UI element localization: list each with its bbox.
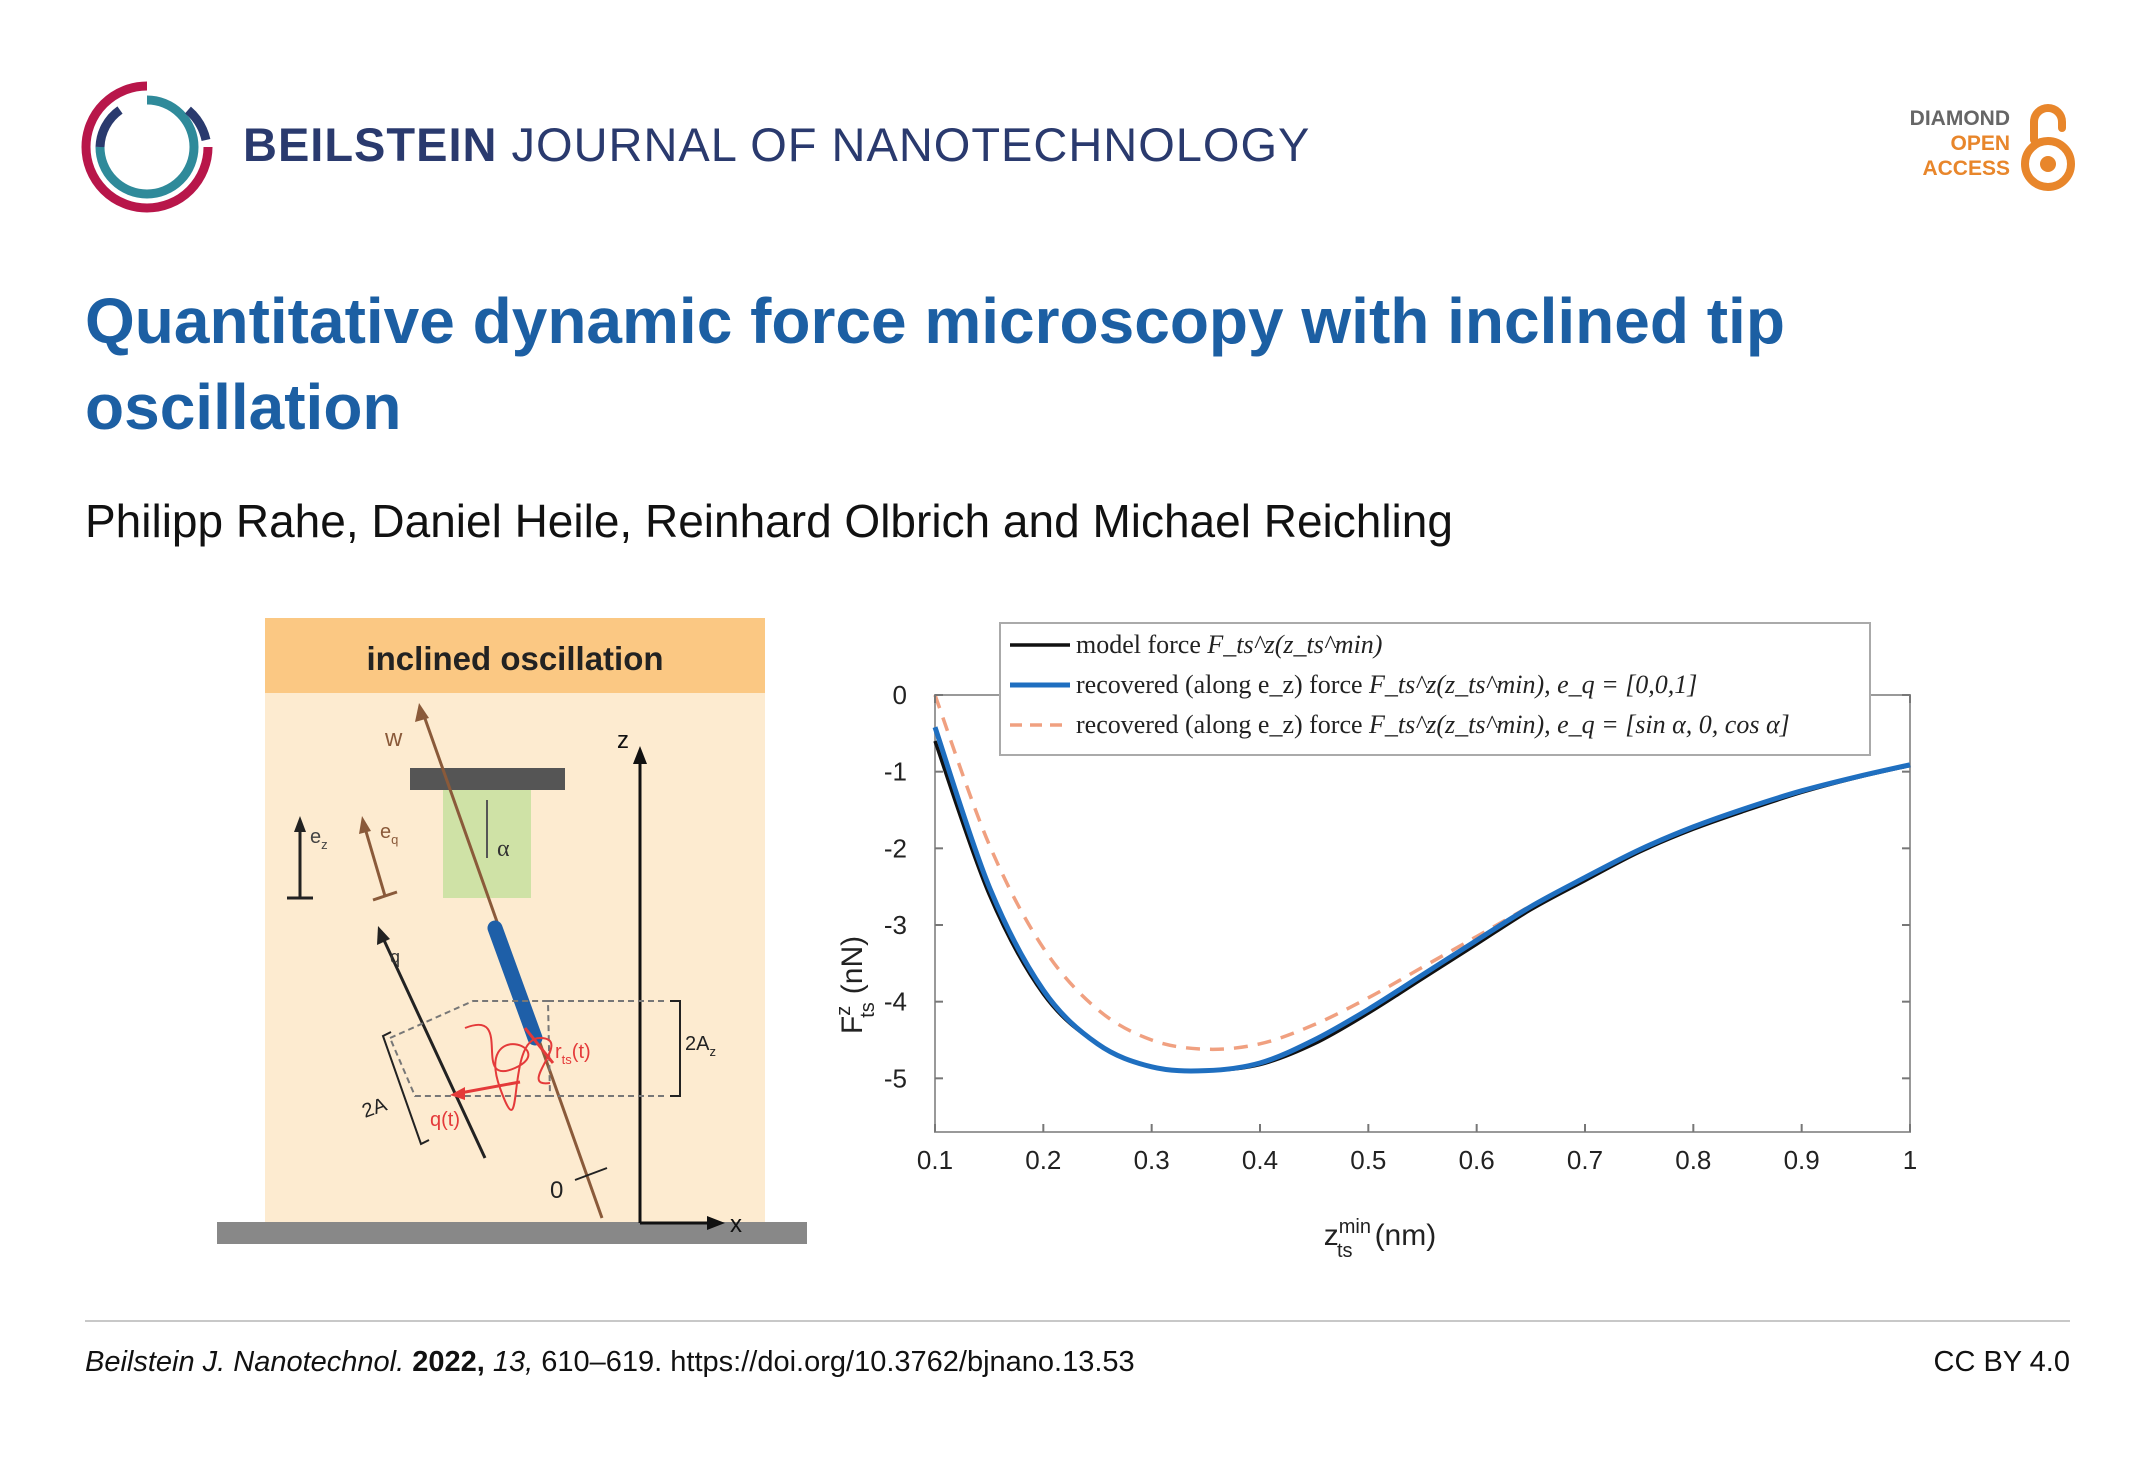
schematic-heading-bar [265,618,765,693]
eq-label: eq [380,821,398,847]
open-access-lock-icon [2021,104,2075,191]
legend-entry: recovered (along e_z) force F_ts^z(z_ts^… [1076,670,1697,699]
citation: Beilstein J. Nanotechnol. 2022, 13, 610–… [85,1346,1135,1379]
journal-name-bold: BEILSTEIN [243,118,498,171]
cantilever [410,768,565,790]
x-axis-label: zmin ts (nm) [1324,1216,1436,1262]
inclined-oscillation-schematic: inclined oscillation α w z x ez eq q 2Az… [217,618,807,1244]
x-tick-label: 0.8 [1675,1145,1711,1175]
x-tick-label: 0.2 [1025,1145,1061,1175]
x-axis-label: x [730,1211,742,1238]
y-tick-label: -2 [884,833,907,863]
y-tick-label: -4 [884,987,907,1017]
legend-entry: model force F_ts^z(z_ts^min) [1076,630,1382,659]
schematic-heading: inclined oscillation [366,640,663,677]
journal-abbrev: Beilstein J. Nanotechnol. [85,1346,405,1378]
origin-label: 0 [550,1177,563,1204]
x-tick-label: 1 [1903,1145,1917,1175]
plot-area [934,694,1911,1133]
x-tick-label: 0.1 [917,1145,953,1175]
series-line-1 [932,726,1911,1074]
journal-name[interactable]: BEILSTEIN JOURNAL OF NANOTECHNOLOGY [243,117,1310,172]
beilstein-logo-icon [81,81,213,213]
year: 2022, [412,1346,485,1378]
force-chart: 0.1 0.2 0.3 0.4 0.5 0.6 0.7 0.8 0.9 10-1-2-3-4-5 … [833,622,1917,1262]
pages-doi[interactable]: 610–619. https://doi.org/10.3762/bjnano.… [541,1346,1135,1378]
article-title[interactable]: Quantitative dynamic force microscopy wi… [85,285,1785,443]
z-axis-label: z [617,727,629,754]
x-tick-label: 0.4 [1242,1145,1278,1175]
q-axis-label: q [390,947,400,967]
y-axis-label: Fz ts(nN) [833,936,879,1034]
q-axis [381,937,487,1159]
q-t-label: q(t) [430,1109,460,1131]
w-axis-label: w [384,725,403,752]
volume: 13, [492,1346,534,1378]
diamond-open-access-label: DIAMOND OPEN ACCESS [1840,106,2010,181]
article-authors: Philipp Rahe, Daniel Heile, Reinhard Olb… [85,495,1453,547]
y-tick-label: -3 [884,910,907,940]
legend-entry: recovered (along e_z) force F_ts^z(z_ts^… [1076,710,1790,739]
tip [487,920,543,1046]
oscillation-path [464,1023,553,1111]
x-tick-label: 0.5 [1350,1145,1386,1175]
x-tick-label: 0.6 [1459,1145,1495,1175]
sample-surface [217,1222,807,1244]
header: BEILSTEIN JOURNAL OF NANOTECHNOLOGY DIAM… [0,0,2150,240]
alpha-label: α [497,836,510,862]
x-tick-label: 0.9 [1784,1145,1820,1175]
oa-line-access: ACCESS [1922,157,2010,180]
y-tick-label: -5 [884,1063,907,1093]
ez-label: ez [310,826,328,852]
oa-line-open: OPEN [1950,132,2010,155]
x-tick-label: 0.7 [1567,1145,1603,1175]
legend [999,622,1871,756]
y-tick-label: 0 [893,680,907,710]
journal-name-rest: JOURNAL OF NANOTECHNOLOGY [511,118,1311,171]
schematic-background [265,618,765,1238]
amplitude-z-label: 2Az [685,1033,716,1059]
rts-label: rts(t) [555,1041,591,1067]
oa-line-diamond: DIAMOND [1909,107,2010,130]
license[interactable]: CC BY 4.0 [1933,1346,2070,1378]
footer-divider [85,1320,2070,1322]
y-tick-label: -1 [884,757,907,787]
x-tick-label: 0.3 [1134,1145,1170,1175]
